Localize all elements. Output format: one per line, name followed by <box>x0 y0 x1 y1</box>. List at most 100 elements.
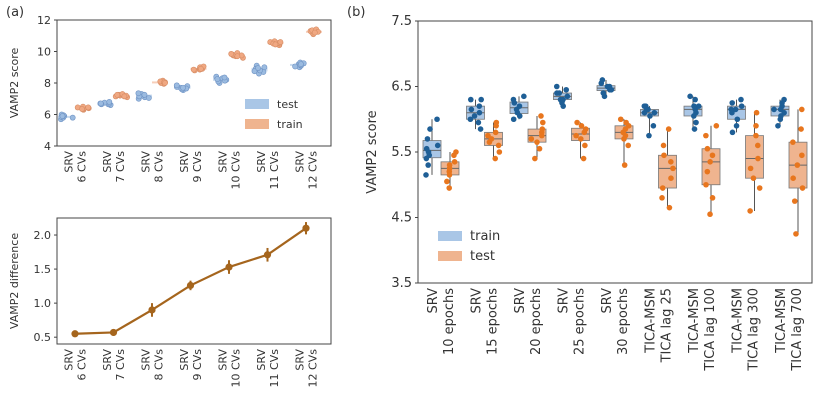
b-legend-swatch <box>438 251 462 261</box>
a-top-point <box>121 93 128 100</box>
b-point <box>444 178 450 185</box>
b-point <box>794 162 801 168</box>
b-point <box>451 159 458 165</box>
b-point <box>775 123 781 129</box>
b-point <box>623 119 629 126</box>
b-point <box>709 152 716 159</box>
b-legend-label: test <box>470 249 495 264</box>
b-point <box>621 162 628 168</box>
panel-label-b: (b) <box>347 5 365 20</box>
b-point <box>492 155 499 162</box>
a-bottom-ytick-label: 0.5 <box>34 331 52 344</box>
a-bottom-xtick-line2: 10 CVs <box>230 349 243 388</box>
a-top-ytick-label: 4 <box>44 140 51 153</box>
b-point <box>707 159 713 165</box>
b-point <box>478 96 484 103</box>
a-top-legend-swatch <box>245 99 269 109</box>
b-point <box>755 155 761 162</box>
b-point <box>582 126 589 132</box>
b-xtick-line1: SRV <box>513 288 528 314</box>
b-point <box>692 96 698 103</box>
a-bottom-frame <box>56 217 332 345</box>
b-point <box>564 93 571 100</box>
a-top-point <box>214 76 221 82</box>
a-bottom-point <box>71 330 79 338</box>
a-bottom-xtick-line1: SRV <box>178 349 191 371</box>
a-bottom-ytick-label: 2.0 <box>34 229 52 242</box>
b-xtick-line2: 15 epochs <box>486 288 501 355</box>
b-point <box>425 162 431 168</box>
a-bottom-ytick-label: 1.0 <box>34 297 52 310</box>
b-point <box>574 119 580 126</box>
b-xtick-line2: 20 epochs <box>529 288 544 355</box>
a-top-ytick-label: 6 <box>44 109 51 122</box>
a-top-xtick-line1: SRV <box>140 151 153 173</box>
a-bottom-xtick-line2: 12 CVs <box>307 349 320 388</box>
b-point <box>693 109 699 116</box>
b-point <box>704 145 711 152</box>
b-point <box>733 123 740 129</box>
b-ylabel: VAMP2 score <box>365 110 380 193</box>
b-point <box>728 106 734 113</box>
b-point <box>573 132 579 139</box>
b-point <box>606 83 613 90</box>
b-point <box>538 113 544 119</box>
a-top-xtick-line2: 11 CVs <box>268 151 281 190</box>
b-point <box>560 96 566 103</box>
b-point <box>665 126 672 132</box>
b-point <box>670 165 676 172</box>
b-point <box>791 198 798 204</box>
a-top-point <box>228 50 235 57</box>
a-top-ytick-label: 8 <box>44 77 51 90</box>
a-top-point <box>162 80 168 86</box>
b-point <box>798 126 804 132</box>
b-point <box>668 159 674 165</box>
b-point <box>732 106 739 113</box>
a-top-point <box>97 100 104 107</box>
b-point <box>467 96 474 103</box>
b-point <box>600 90 607 96</box>
a-top-point <box>85 104 92 111</box>
b-xtick-line1: TICA-MSM <box>731 288 746 354</box>
a-bottom-xtick-line2: 6 CVs <box>76 349 89 381</box>
b-xtick-line1: TICA-MSM <box>774 288 789 354</box>
b-point <box>647 113 653 119</box>
b-xtick-line2: 30 epochs <box>616 288 631 355</box>
a-top-xtick-line1: SRV <box>101 151 114 173</box>
b-point <box>691 103 697 109</box>
b-point <box>661 152 667 159</box>
b-point <box>476 109 483 116</box>
b-xtick-line2: TICA lag 100 <box>703 288 718 372</box>
b-box <box>745 135 764 179</box>
a-top-xtick-line2: 10 CVs <box>230 151 243 190</box>
b-xtick-line1: SRV <box>470 288 485 314</box>
b-xtick-line2: TICA lag 25 <box>660 288 675 363</box>
b-point <box>799 185 806 191</box>
b-point <box>496 149 503 155</box>
a-top-legend-label: test <box>277 98 299 111</box>
b-point <box>645 106 651 113</box>
a-top-point <box>261 64 268 71</box>
b-point <box>709 195 716 201</box>
b-point <box>556 90 563 96</box>
b-point <box>453 149 459 155</box>
a-top-point <box>69 114 76 121</box>
b-point <box>539 126 546 132</box>
a-bottom-xtick-line1: SRV <box>294 349 307 371</box>
a-bottom-xtick-line1: SRV <box>63 349 76 371</box>
b-point <box>467 116 474 123</box>
a-bottom-ylabel: VAMP2 difference <box>8 233 21 329</box>
a-top-point <box>79 106 85 112</box>
b-point <box>790 139 796 145</box>
b-point <box>577 136 584 142</box>
b-xtick-line2: 25 epochs <box>573 288 588 355</box>
a-bottom-point <box>225 263 233 271</box>
b-point <box>668 175 674 181</box>
b-point <box>704 168 711 175</box>
b-point <box>693 119 699 126</box>
b-point <box>777 106 784 113</box>
b-xtick-line2: TICA lag 700 <box>790 288 805 372</box>
panel-label-a: (a) <box>6 5 24 20</box>
